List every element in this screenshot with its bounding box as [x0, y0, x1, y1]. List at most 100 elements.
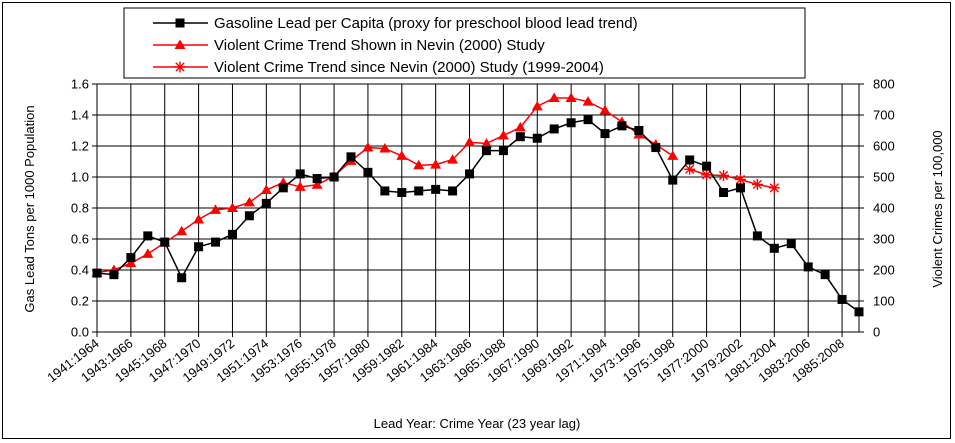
data-point [786, 239, 796, 249]
data-point [311, 179, 323, 189]
data-point [532, 133, 542, 143]
legend-label: Gasoline Lead per Capita (proxy for pres… [214, 15, 638, 32]
data-point [362, 142, 374, 152]
data-point [752, 231, 762, 241]
right-tick-label: 600 [873, 139, 895, 154]
legend-marker [174, 61, 186, 73]
right-tick-label: 800 [873, 77, 895, 92]
series-line [96, 118, 860, 313]
data-point [244, 211, 254, 221]
data-point [684, 163, 696, 175]
data-point [667, 150, 679, 160]
data-point [854, 307, 864, 317]
data-point [379, 142, 391, 153]
data-point [497, 129, 509, 140]
data-point [600, 129, 610, 139]
data-point [464, 136, 476, 147]
right-tick-label: 500 [873, 170, 895, 185]
data-point [243, 196, 255, 207]
data-point [735, 183, 745, 193]
left-tick-label: 0.4 [71, 263, 89, 278]
left-tick-label: 1.4 [71, 108, 89, 123]
right-tick-label: 100 [873, 294, 895, 309]
data-point [803, 262, 813, 272]
data-point [701, 169, 713, 181]
series-star [684, 163, 780, 194]
data-point [397, 188, 407, 197]
data-point [668, 175, 678, 185]
data-point [125, 257, 137, 268]
data-point [346, 152, 356, 162]
data-point [126, 253, 136, 263]
data-point [295, 169, 305, 179]
data-point [685, 155, 695, 165]
legend-marker [175, 18, 185, 28]
data-point [751, 178, 763, 190]
data-point [566, 118, 576, 128]
legend-label: Violent Crime Trend since Nevin (2000) S… [214, 59, 604, 76]
data-point [194, 242, 204, 252]
data-point [177, 273, 187, 283]
left-tick-label: 0.2 [71, 294, 89, 309]
left-tick-label: 0.8 [71, 201, 89, 216]
data-point [734, 173, 746, 185]
data-point [515, 132, 525, 142]
legend-box [123, 7, 806, 79]
data-point [718, 169, 730, 181]
data-point [719, 188, 729, 197]
data-point [193, 213, 205, 224]
right-y-axis: 0 100 200 300 400 500 600 700 800 [859, 77, 895, 340]
data-point [634, 126, 644, 135]
data-point [92, 268, 102, 278]
left-tick-label: 1.0 [71, 170, 89, 185]
legend-marker [174, 39, 186, 49]
legend-entry: Violent Crime Trend since Nevin (2000) S… [153, 59, 604, 76]
data-point [447, 154, 459, 164]
data-point [465, 169, 475, 179]
data-point [380, 186, 390, 196]
legend-entry: Violent Crime Trend Shown in Nevin (2000… [153, 37, 545, 54]
data-point [498, 146, 508, 156]
data-point [480, 138, 492, 148]
data-point [109, 270, 119, 280]
legend-entry: Gasoline Lead per Capita (proxy for pres… [153, 15, 638, 32]
right-tick-label: 400 [873, 201, 895, 216]
data-point [768, 182, 780, 194]
data-point [294, 181, 306, 191]
data-point [414, 186, 424, 196]
data-point [448, 186, 458, 196]
series-square [92, 115, 864, 317]
data-point [837, 294, 847, 304]
series-layer [91, 92, 864, 317]
legend: Gasoline Lead per Capita (proxy for pres… [123, 7, 806, 79]
data-point [143, 231, 153, 241]
data-point [769, 243, 779, 253]
data-point [210, 204, 222, 214]
data-point [430, 159, 442, 169]
right-tick-label: 700 [873, 108, 895, 123]
grid-lines [96, 84, 859, 332]
data-point [226, 202, 238, 212]
data-point [617, 121, 627, 131]
x-axis: 1941:19641943:19661945:19681947:19701949… [44, 332, 847, 385]
data-point [278, 183, 288, 193]
data-point [142, 248, 154, 258]
data-point [531, 100, 543, 111]
left-tick-label: 0.0 [71, 325, 89, 340]
data-point [820, 270, 830, 280]
left-tick-label: 1.6 [71, 77, 89, 92]
left-y-axis: 0.0 0.2 0.4 0.6 0.8 1.0 1.2 1.4 1.6 [71, 77, 97, 340]
right-tick-label: 300 [873, 232, 895, 247]
data-point [227, 229, 237, 239]
data-point [651, 143, 661, 153]
data-point [396, 150, 408, 160]
data-point [160, 237, 170, 247]
data-point [211, 237, 221, 247]
right-axis-title: Violent Crimes per 100,000 [930, 130, 945, 287]
data-point [548, 92, 560, 102]
data-point [599, 104, 611, 115]
data-point [549, 124, 559, 134]
data-point [514, 121, 526, 132]
